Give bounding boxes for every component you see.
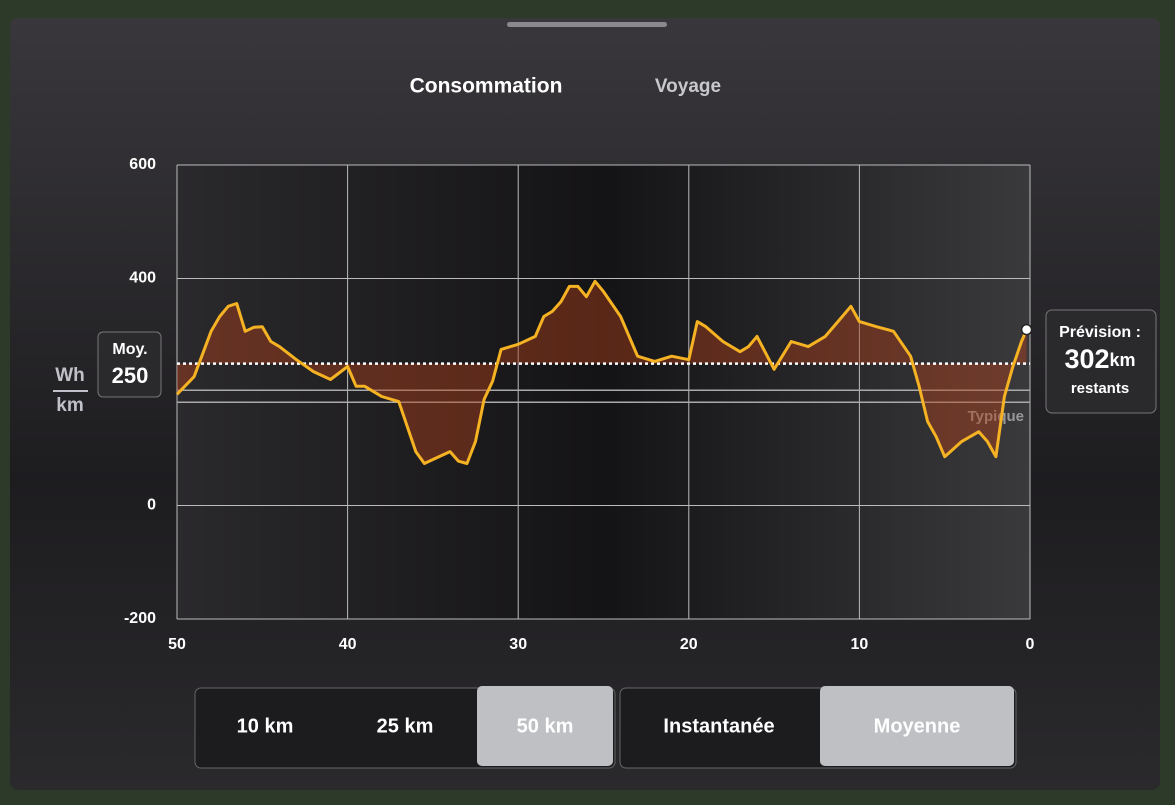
tab[interactable]: Consommation <box>410 75 563 98</box>
average-value: 250 <box>112 363 149 388</box>
x-tick-label: 50 <box>168 636 186 653</box>
average-label: Moy. <box>112 341 147 358</box>
forecast-box <box>1045 309 1157 414</box>
area <box>177 281 1027 464</box>
y-tick-label: 600 <box>129 156 156 173</box>
x-tick-label: 0 <box>1026 636 1035 653</box>
button-selected[interactable] <box>820 686 1014 766</box>
x-tick-label: 40 <box>339 636 357 653</box>
x-tick-label: 10 <box>851 636 869 653</box>
forecast-value: 302km <box>1064 344 1135 374</box>
plot-area <box>176 164 1031 620</box>
typical-label: Typique <box>968 408 1024 425</box>
x-tick-label: 20 <box>680 636 698 653</box>
forecast-unit: km <box>1110 350 1136 370</box>
y-tick-label: -200 <box>124 610 156 627</box>
button-label[interactable]: Instantanée <box>663 715 774 737</box>
line <box>175 279 1028 465</box>
button-label[interactable]: 50 km <box>517 715 574 737</box>
button-label[interactable]: 10 km <box>237 715 294 737</box>
y-unit: Wh <box>55 365 85 386</box>
x-tick-label: 30 <box>509 636 527 653</box>
forecast-label: Prévision : <box>1059 324 1141 341</box>
tab[interactable]: Voyage <box>655 76 721 97</box>
y-tick-label: 400 <box>129 270 156 287</box>
button-label[interactable]: 25 km <box>377 715 434 737</box>
y-unit: km <box>56 395 83 416</box>
handle[interactable] <box>507 22 667 27</box>
average-box <box>97 331 162 398</box>
button-label[interactable]: Moyenne <box>874 715 961 737</box>
end-point <box>1020 323 1033 336</box>
y-tick-label: 0 <box>147 497 156 514</box>
forecast-note: restants <box>1071 380 1129 397</box>
forecast-number: 302 <box>1064 344 1109 374</box>
button-selected[interactable] <box>477 686 613 766</box>
